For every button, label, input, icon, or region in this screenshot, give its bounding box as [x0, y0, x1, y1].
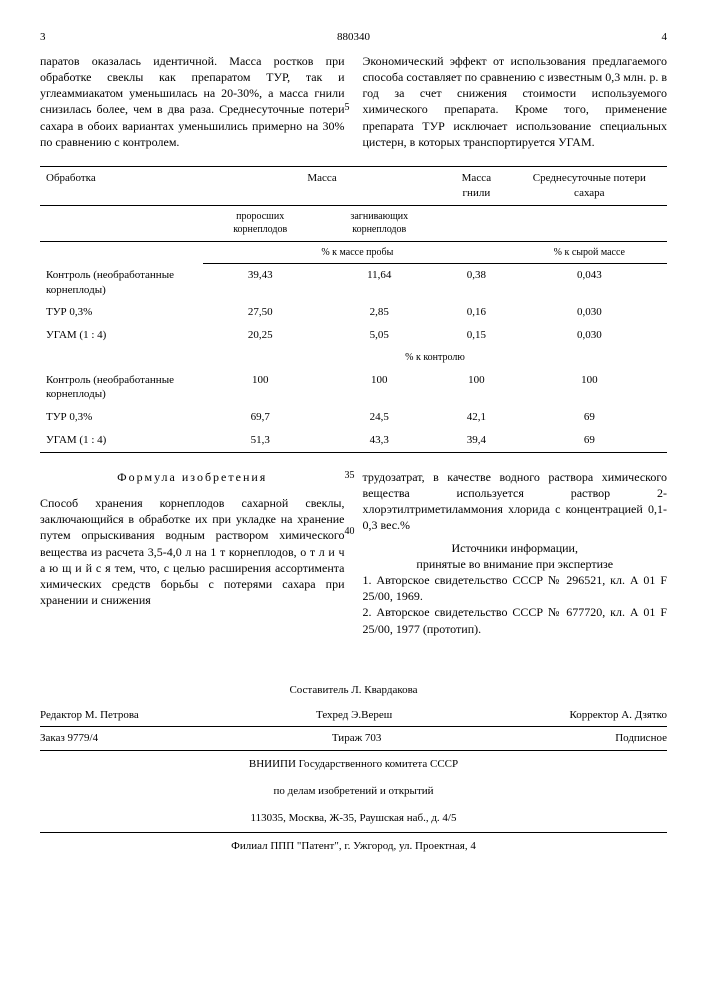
cell: 0,38 [441, 264, 512, 302]
org2: по делам изобретений и открытий [40, 778, 667, 805]
page-right-num: 4 [662, 30, 668, 45]
formula-left-col: Формула изобретения Способ хранения корн… [40, 469, 345, 637]
corrector: Корректор А. Дзятко [569, 708, 667, 723]
cell: 0,16 [441, 301, 512, 324]
table-row: ТУР 0,3%27,502,850,160,030 [40, 301, 667, 324]
cell: 39,4 [441, 429, 512, 452]
doc-number: 880340 [46, 30, 662, 45]
tech: Техред Э.Вереш [316, 708, 392, 723]
cell: 100 [512, 369, 667, 407]
table-row: Контроль (необработанные корнеплоды)1001… [40, 369, 667, 407]
source-1: 1. Авторское свидетельство СССР № 296521… [363, 572, 668, 604]
org3: 113035, Москва, Ж-35, Раушская наб., д. … [40, 805, 667, 833]
margin-35: 35 [345, 469, 355, 483]
cell: 100 [317, 369, 441, 407]
table-subhead-row: проросших корнеплодов загнивающих корнеп… [40, 205, 667, 241]
cell: 20,25 [203, 324, 317, 347]
sources-title: Источники информации, принятые во вниман… [363, 540, 668, 572]
footer-block: Составитель Л. Квардакова Редактор М. Пе… [40, 677, 667, 860]
table-row: Контроль (необработанные корнеплоды)39,4… [40, 264, 667, 302]
filial: Филиал ППП "Патент", г. Ужгород, ул. Про… [40, 833, 667, 860]
margin-5: 5 [345, 101, 350, 115]
formula-title: Формула изобретения [40, 469, 345, 485]
cell: 69 [512, 406, 667, 429]
footer-row-1: Редактор М. Петрова Техред Э.Вереш Корре… [40, 704, 667, 728]
table-row: УГАМ (1 : 4)20,255,050,150,030 [40, 324, 667, 347]
formula-left-text: Способ хранения корнеплодов сахарной све… [40, 496, 345, 607]
sub-rotting: загнивающих корнеплодов [317, 205, 441, 241]
cell: 69,7 [203, 406, 317, 429]
source-2: 2. Авторское свидетельство СССР № 677720… [363, 604, 668, 636]
editor: Редактор М. Петрова [40, 708, 139, 723]
data-table: Обработка Масса Масса гнили Среднесуточн… [40, 166, 667, 453]
unit-row-1: % к массе пробы % к сырой массе [40, 241, 667, 264]
cell: 69 [512, 429, 667, 452]
page-header: 3 880340 4 [40, 30, 667, 45]
cell: 51,3 [203, 429, 317, 452]
body-right-text: Экономический эффект от использования пр… [363, 54, 668, 149]
cell: 0,043 [512, 264, 667, 302]
cell: УГАМ (1 : 4) [40, 429, 203, 452]
cell: 27,50 [203, 301, 317, 324]
cell: ТУР 0,3% [40, 301, 203, 324]
th-treatment: Обработка [40, 166, 203, 205]
cell: 0,15 [441, 324, 512, 347]
unit1-right: % к сырой массе [512, 241, 667, 264]
cell: 11,64 [317, 264, 441, 302]
table-row: ТУР 0,3%69,724,542,169 [40, 406, 667, 429]
cell: 100 [203, 369, 317, 407]
cell: 5,05 [317, 324, 441, 347]
cell: 2,85 [317, 301, 441, 324]
cell: УГАМ (1 : 4) [40, 324, 203, 347]
table-row: УГАМ (1 : 4)51,343,339,469 [40, 429, 667, 452]
cell: 100 [441, 369, 512, 407]
margin-40: 40 [345, 525, 355, 539]
cell: 42,1 [441, 406, 512, 429]
order: Заказ 9779/4 [40, 731, 98, 746]
unit1-left: % к массе пробы [203, 241, 512, 264]
cell: ТУР 0,3% [40, 406, 203, 429]
cell: 0,030 [512, 324, 667, 347]
body-columns: паратов оказалась идентичной. Масса рост… [40, 53, 667, 150]
cell: 39,43 [203, 264, 317, 302]
cell: Контроль (необработанные корнеплоды) [40, 369, 203, 407]
table-head-row: Обработка Масса Масса гнили Среднесуточн… [40, 166, 667, 205]
cell: Контроль (необработанные корнеплоды) [40, 264, 203, 302]
th-loss: Среднесуточные потери сахара [512, 166, 667, 205]
org1: ВНИИПИ Государственного комитета СССР [40, 751, 667, 778]
th-mass: Масса [203, 166, 441, 205]
cell: 0,030 [512, 301, 667, 324]
cell: 24,5 [317, 406, 441, 429]
unit2: % к контролю [203, 347, 667, 369]
formula-columns: Формула изобретения Способ хранения корн… [40, 469, 667, 637]
subscr: Подписное [615, 731, 667, 746]
unit-row-2: % к контролю [40, 347, 667, 369]
cell: 43,3 [317, 429, 441, 452]
formula-right-col: 35 40 трудозатрат, в качестве водного ра… [363, 469, 668, 637]
sub-sprouted: проросших корнеплодов [203, 205, 317, 241]
formula-right-text: трудозатрат, в качестве водного раствора… [363, 469, 668, 534]
footer-row-2: Заказ 9779/4 Тираж 703 Подписное [40, 727, 667, 751]
right-column: 5 Экономический эффект от использования … [363, 53, 668, 150]
compiler: Составитель Л. Квардакова [40, 677, 667, 704]
body-left-text: паратов оказалась идентичной. Масса рост… [40, 54, 345, 149]
tirazh: Тираж 703 [332, 731, 382, 746]
left-column: паратов оказалась идентичной. Масса рост… [40, 53, 345, 150]
th-rot: Масса гнили [441, 166, 512, 205]
